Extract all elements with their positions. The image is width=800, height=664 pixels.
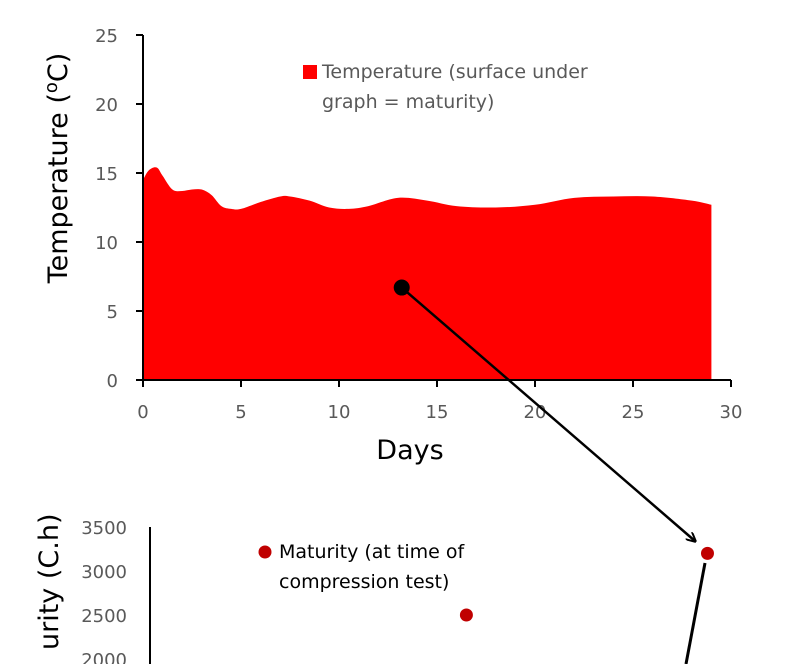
x-tick-label: 30 xyxy=(720,402,743,423)
y-tick-label: 10 xyxy=(95,233,118,254)
x-tick-label: 20 xyxy=(524,402,547,423)
y-axis-label: Temperature (oC) xyxy=(41,53,74,285)
y-tick-label: 0 xyxy=(107,371,118,392)
temperature-legend-swatch xyxy=(303,65,317,79)
maturity-y-axis-label: urity (C.h) xyxy=(34,514,65,650)
x-tick-label: 0 xyxy=(137,402,148,423)
maturity-y-tick-label: 3500 xyxy=(81,518,127,539)
x-tick-label: 10 xyxy=(328,402,351,423)
y-tick-label: 5 xyxy=(107,302,118,323)
x-axis-label: Days xyxy=(376,435,443,466)
maturity-connector-line xyxy=(684,562,707,664)
y-tick-label: 20 xyxy=(95,95,118,116)
maturity-chart: 2000 2500 3000 3500 urity (C.h) Maturity (a… xyxy=(34,514,714,664)
maturity-y-tick-label: 3000 xyxy=(81,562,127,583)
maturity-points xyxy=(459,546,714,622)
temperature-area-series xyxy=(143,167,712,380)
maturity-y-tick-label: 2000 xyxy=(81,650,127,664)
y-tick-label: 25 xyxy=(95,26,118,47)
x-tick-label: 15 xyxy=(426,402,449,423)
maturity-legend-line-2: compression test) xyxy=(279,571,449,593)
temperature-marker-dot xyxy=(393,279,410,296)
temperature-legend-line-2: graph = maturity) xyxy=(322,91,494,113)
maturity-y-tick-label: 2500 xyxy=(81,606,127,627)
temperature-legend-line-1: Temperature (surface under xyxy=(321,61,588,83)
maturity-point xyxy=(700,546,714,560)
x-tick-label: 25 xyxy=(622,402,645,423)
bottom-chart-ticks: 2000 2500 3000 3500 xyxy=(81,518,127,664)
y-tick-label: 15 xyxy=(95,164,118,185)
top-chart-ticks: 0 5 10 15 20 25 0 5 10 15 20 25 30 xyxy=(95,26,742,423)
maturity-point xyxy=(459,608,473,622)
temperature-chart: 0 5 10 15 20 25 0 5 10 15 20 25 30 Days Temperature … xyxy=(41,26,742,466)
x-tick-label: 5 xyxy=(235,402,246,423)
annotation-arrow xyxy=(400,286,695,541)
maturity-legend-marker xyxy=(258,545,272,559)
maturity-legend-line-1: Maturity (at time of xyxy=(279,541,465,563)
